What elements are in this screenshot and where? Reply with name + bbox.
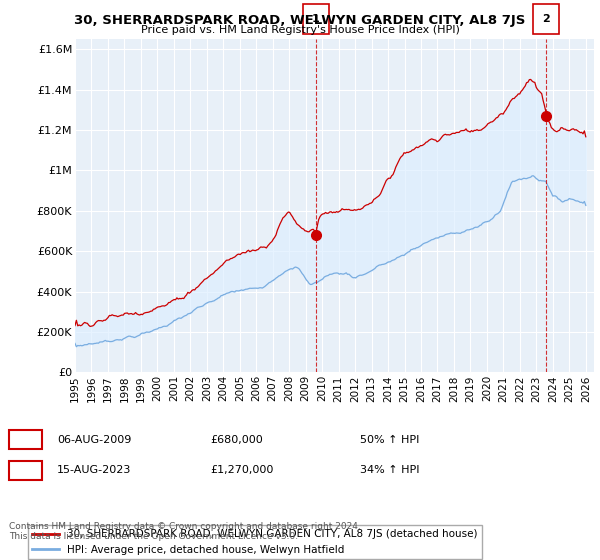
Text: £1,270,000: £1,270,000 bbox=[210, 465, 274, 475]
Text: 30, SHERRARDSPARK ROAD, WELWYN GARDEN CITY, AL8 7JS: 30, SHERRARDSPARK ROAD, WELWYN GARDEN CI… bbox=[74, 14, 526, 27]
Text: Contains HM Land Registry data © Crown copyright and database right 2024.
This d: Contains HM Land Registry data © Crown c… bbox=[9, 522, 361, 542]
Text: 50% ↑ HPI: 50% ↑ HPI bbox=[360, 435, 419, 445]
Text: 15-AUG-2023: 15-AUG-2023 bbox=[57, 465, 131, 475]
Text: £680,000: £680,000 bbox=[210, 435, 263, 445]
Text: 1: 1 bbox=[311, 14, 319, 24]
Legend: 30, SHERRARDSPARK ROAD, WELWYN GARDEN CITY, AL8 7JS (detached house), HPI: Avera: 30, SHERRARDSPARK ROAD, WELWYN GARDEN CI… bbox=[28, 525, 482, 559]
Text: 1: 1 bbox=[22, 435, 29, 445]
FancyBboxPatch shape bbox=[302, 4, 329, 34]
Text: 06-AUG-2009: 06-AUG-2009 bbox=[57, 435, 131, 445]
Text: 2: 2 bbox=[22, 465, 29, 475]
Text: Price paid vs. HM Land Registry's House Price Index (HPI): Price paid vs. HM Land Registry's House … bbox=[140, 25, 460, 35]
Text: 34% ↑ HPI: 34% ↑ HPI bbox=[360, 465, 419, 475]
FancyBboxPatch shape bbox=[533, 4, 559, 34]
Text: 2: 2 bbox=[542, 14, 550, 24]
